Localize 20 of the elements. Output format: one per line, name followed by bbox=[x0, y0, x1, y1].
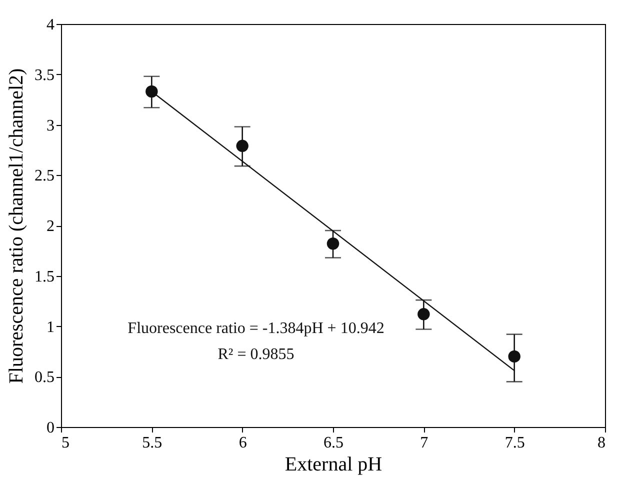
y-tick-label: 4 bbox=[46, 16, 54, 34]
x-axis-title: External pH bbox=[284, 454, 382, 476]
annotation: Fluorescence ratio = -1.384pH + 10.942 bbox=[128, 320, 384, 337]
x-tick-label: 7 bbox=[420, 434, 428, 452]
y-tick-label: 1 bbox=[46, 318, 54, 336]
x-tick-label: 8 bbox=[598, 434, 606, 452]
y-tick-label: 2 bbox=[46, 218, 54, 235]
y-tick-label: 0 bbox=[46, 420, 54, 436]
y-axis-title: Fluorescence ratio (channel1/channel2) bbox=[6, 68, 28, 384]
annotation: R² = 0.9855 bbox=[218, 346, 294, 363]
x-tick-label: 7.5 bbox=[504, 434, 525, 452]
x-tick-label: 6 bbox=[238, 434, 247, 452]
x-tick-label: 5.5 bbox=[142, 434, 162, 452]
y-tick-label: 3.5 bbox=[34, 66, 54, 84]
x-tick-label: 6.5 bbox=[324, 434, 344, 452]
y-tick-label: 0.5 bbox=[34, 369, 54, 386]
y-tick-label: 1.5 bbox=[34, 268, 54, 286]
y-tick-label: 2.5 bbox=[34, 168, 54, 185]
y-tick-label: 3 bbox=[46, 117, 54, 134]
x-tick-label: 5 bbox=[62, 434, 70, 452]
